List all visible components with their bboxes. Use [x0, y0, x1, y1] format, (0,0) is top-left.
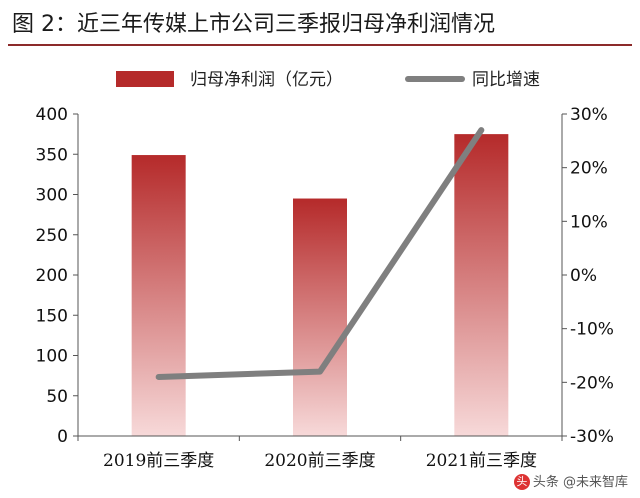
legend-bar-swatch — [116, 71, 174, 87]
axes — [73, 113, 567, 441]
bar-3 — [454, 134, 509, 436]
y-right-tick-label: 30% — [570, 105, 608, 125]
legend-line-label: 同比增速 — [472, 70, 540, 90]
axis-labels: 0 50 100 150 200 250 300 350 400 -30% -20% -10% 0% 10… — [36, 105, 614, 471]
y-right-tick-label: -30% — [570, 427, 614, 447]
legend-bar-label: 归母净利润（亿元） — [190, 70, 343, 90]
y-right-tick-label: 20% — [570, 159, 608, 179]
y-left-tick-label: 100 — [36, 347, 68, 367]
legend: 归母净利润（亿元） 同比增速 — [116, 70, 540, 90]
y-left-tick-label: 400 — [36, 105, 68, 125]
line-point-2 — [319, 370, 321, 373]
y-left-tick-label: 50 — [46, 387, 68, 407]
y-left-tick-label: 250 — [36, 226, 68, 246]
y-left-tick-label: 200 — [36, 266, 68, 286]
toutiao-logo-icon: 头 — [513, 474, 530, 490]
bar-2 — [293, 198, 347, 436]
line-series — [155, 127, 485, 380]
x-tick-label: 2020前三季度 — [264, 451, 375, 471]
y-left-tick-label: 350 — [36, 145, 68, 165]
y-right-tick-label: -10% — [570, 320, 614, 340]
title-divider — [8, 44, 632, 46]
line-point-1 — [157, 375, 160, 378]
line-point-3 — [480, 129, 483, 132]
watermark-text: 头条 @未来智库 — [532, 474, 628, 490]
y-left-tick-label: 300 — [36, 186, 68, 206]
bar-1 — [131, 155, 186, 436]
y-left-tick-label: 0 — [57, 427, 68, 447]
figure-title: 图 2：近三年传媒上市公司三季报归母净利润情况 — [12, 12, 495, 37]
y-right-tick-label: -20% — [570, 373, 614, 393]
x-tick-label: 2021前三季度 — [426, 451, 537, 471]
y-left-tick-label: 150 — [36, 306, 68, 326]
watermark: 头头条 @未来智库 — [513, 471, 628, 490]
x-tick-label: 2019前三季度 — [103, 451, 214, 471]
y-right-tick-label: 0% — [570, 266, 597, 286]
bar-series — [131, 134, 509, 436]
y-right-tick-label: 10% — [570, 212, 608, 232]
